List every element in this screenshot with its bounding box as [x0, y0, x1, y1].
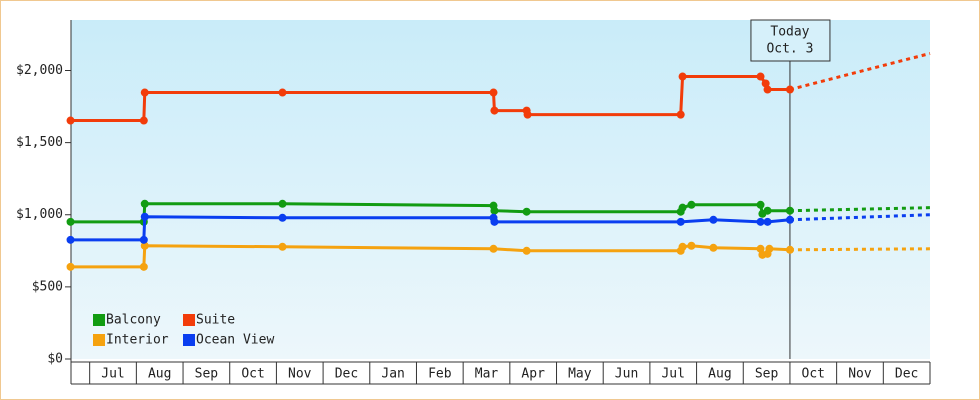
- point: [523, 110, 532, 119]
- legend-label: Ocean View: [196, 333, 274, 348]
- point: [139, 235, 148, 244]
- legend-swatch: [93, 334, 105, 346]
- point: [278, 242, 287, 251]
- point: [140, 241, 149, 250]
- point: [785, 206, 794, 215]
- x-tick-label: Aug: [148, 367, 171, 382]
- point: [678, 242, 687, 251]
- point: [139, 116, 148, 125]
- point: [66, 235, 75, 244]
- today-label: Today: [770, 25, 809, 40]
- x-tick-label: Jan: [381, 367, 404, 382]
- point: [66, 262, 75, 271]
- y-tick-label: $1,500: [16, 135, 63, 150]
- point: [763, 206, 772, 215]
- point: [278, 199, 287, 208]
- point: [756, 244, 765, 253]
- point: [676, 217, 685, 226]
- today-box: [750, 19, 831, 62]
- today-label: Oct. 3: [766, 42, 813, 57]
- point: [785, 245, 794, 254]
- point: [139, 262, 148, 271]
- y-tick-label: $2,000: [16, 63, 63, 78]
- y-tick-label: $0: [47, 352, 63, 367]
- x-tick-label: Jun: [615, 367, 638, 382]
- point: [66, 116, 75, 125]
- point: [522, 207, 531, 216]
- point: [709, 215, 718, 224]
- point: [687, 200, 696, 209]
- x-tick-label: Oct: [241, 367, 264, 382]
- point: [66, 217, 75, 226]
- point: [785, 85, 794, 94]
- point: [678, 203, 687, 212]
- point: [140, 212, 149, 221]
- point: [763, 217, 772, 226]
- point: [489, 244, 498, 253]
- x-tick-label: Jul: [101, 367, 124, 382]
- point: [709, 243, 718, 252]
- point: [761, 79, 770, 88]
- y-tick-label: $1,000: [16, 207, 63, 222]
- point: [490, 106, 499, 115]
- point: [490, 206, 499, 215]
- point: [763, 85, 772, 94]
- point: [756, 72, 765, 81]
- legend-swatch: [183, 314, 195, 326]
- point: [756, 200, 765, 209]
- point: [278, 213, 287, 222]
- point: [140, 88, 149, 97]
- legend-swatch: [93, 314, 105, 326]
- legend-label: Balcony: [106, 313, 161, 328]
- x-tick-label: Dec: [895, 367, 918, 382]
- point: [765, 244, 774, 253]
- point: [785, 215, 794, 224]
- point: [278, 88, 287, 97]
- point: [756, 217, 765, 226]
- x-tick-label: Apr: [521, 367, 545, 382]
- point: [490, 217, 499, 226]
- legend-label: Suite: [196, 313, 235, 328]
- point: [489, 88, 498, 97]
- point: [678, 72, 687, 81]
- point: [522, 246, 531, 255]
- legend-label: Interior: [106, 333, 169, 348]
- point: [676, 110, 685, 119]
- x-tick-label: Mar: [475, 367, 499, 382]
- x-tick-label: Dec: [335, 367, 358, 382]
- y-tick-label: $500: [32, 279, 63, 294]
- x-tick-label: May: [568, 367, 592, 382]
- x-tick-label: Aug: [708, 367, 731, 382]
- x-tick-label: Nov: [848, 367, 872, 382]
- x-tick-label: Oct: [802, 367, 825, 382]
- point: [140, 199, 149, 208]
- forecast-line: [789, 52, 931, 91]
- x-tick-label: Sep: [195, 367, 219, 382]
- legend-swatch: [183, 334, 195, 346]
- x-tick-label: Sep: [755, 367, 779, 382]
- point: [687, 241, 696, 250]
- x-tick-label: Jul: [661, 367, 684, 382]
- plot-area: [71, 20, 930, 359]
- x-tick-label: Nov: [288, 367, 312, 382]
- x-tick-label: Feb: [428, 367, 452, 382]
